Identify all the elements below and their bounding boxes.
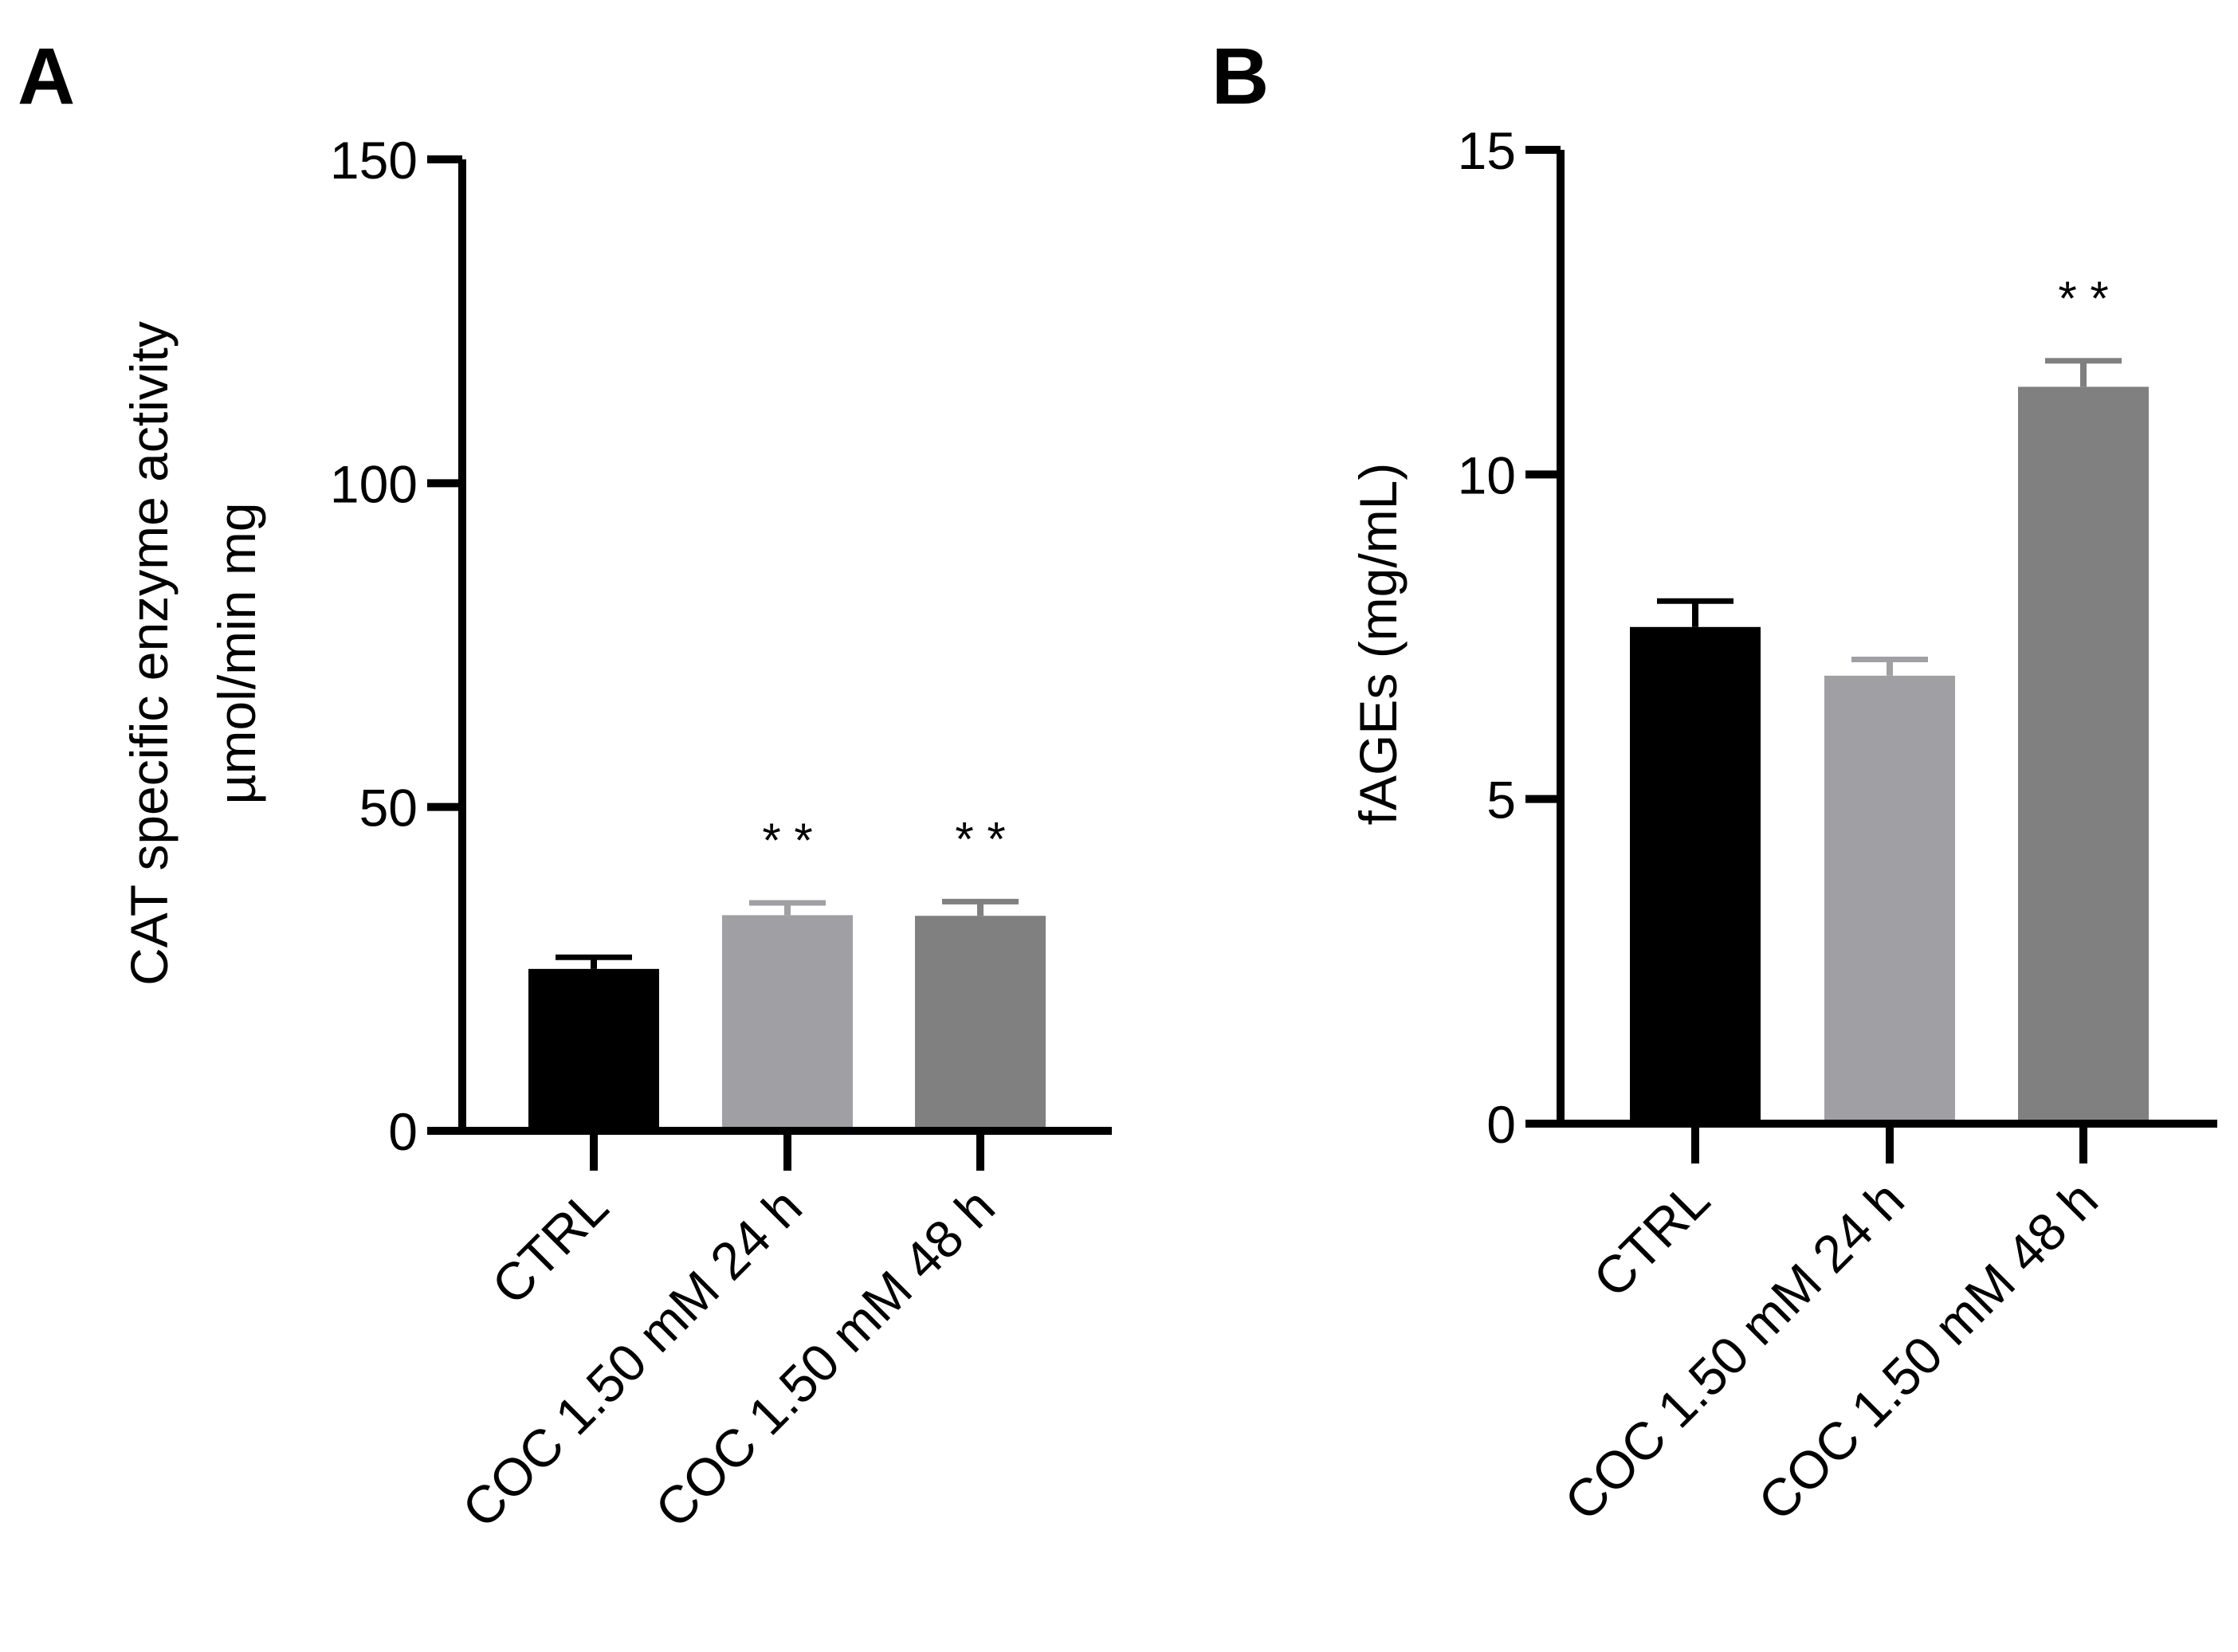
panel-a-chart: A CAT specific enzyme activity µmol/min … xyxy=(18,32,1112,1539)
panel-a-category-label: COC 1.50 mM 24 h xyxy=(451,1177,813,1539)
panel-a-ytick-label: 0 xyxy=(388,1102,418,1161)
panel-b-ytick-label: 5 xyxy=(1486,771,1516,830)
panel-b-label: B xyxy=(1211,32,1269,121)
panel-a-ytick-label: 50 xyxy=(359,779,418,838)
panel-a-ylabel-line1: CAT specific enzyme activity xyxy=(120,321,179,986)
panel-b-bar-1 xyxy=(1630,626,1761,1120)
panel-b-ytick-label: 10 xyxy=(1458,445,1516,504)
panel-a-bars: * * * * xyxy=(528,812,1046,1127)
panel-a-bar-3 xyxy=(915,916,1046,1127)
panel-a-ytick-label: 150 xyxy=(330,131,418,190)
panel-b-category-label: COC 1.50 mM 24 h xyxy=(1553,1170,1915,1532)
panel-b-ytick-label: 15 xyxy=(1458,121,1516,180)
panel-a-category-label: CTRL xyxy=(481,1177,619,1316)
panel-b-ytick-label: 0 xyxy=(1486,1095,1516,1154)
panel-b-yticks: 0 5 10 15 xyxy=(1458,121,1561,1154)
panel-a-label: A xyxy=(18,32,75,121)
panel-a-bar-2 xyxy=(722,915,853,1127)
panel-a-yticks: 0 50 100 150 xyxy=(330,131,462,1161)
panel-a-significance-3: * * xyxy=(955,812,1005,865)
panel-b-ylabel: fAGEs (mg/mL) xyxy=(1349,463,1408,826)
panel-b-significance-3: * * xyxy=(2058,272,2108,325)
panel-b-bar-2 xyxy=(1824,675,1955,1120)
panel-b-category-label: CTRL xyxy=(1582,1170,1721,1309)
panel-a-bar-1 xyxy=(528,968,659,1127)
panel-a-significance-2: * * xyxy=(762,814,812,867)
panel-a-ylabel-line2: µmol/min mg xyxy=(207,502,266,804)
panel-b-bar-3 xyxy=(2018,387,2149,1120)
panel-b-bars: * * xyxy=(1630,272,2149,1120)
panel-a-category-label: COC 1.50 mM 48 h xyxy=(644,1177,1006,1539)
panel-a-ytick-label: 100 xyxy=(330,454,418,513)
panel-b-category-label: COC 1.50 mM 48 h xyxy=(1747,1170,2109,1532)
